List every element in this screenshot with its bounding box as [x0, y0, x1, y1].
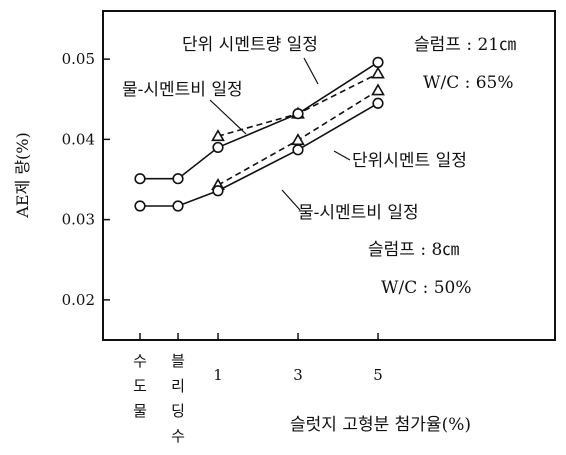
- y-tick-label: 0.03: [62, 211, 95, 229]
- data-point-circle: [172, 200, 184, 212]
- x-tick-label-char: 수: [133, 352, 147, 370]
- data-point-circle: [292, 108, 304, 120]
- x-tick-label: 3: [293, 366, 303, 384]
- data-point-circle: [212, 141, 224, 154]
- x-axis-label: 슬럿지 고형분 첨가율(%): [290, 415, 471, 435]
- annotation-wc-65: W/C : 65%: [423, 73, 514, 93]
- data-point-triangle: [371, 83, 385, 96]
- data-point-circle: [212, 185, 224, 197]
- x-tick-label-char: 블: [171, 352, 185, 370]
- data-point-triangle: [211, 129, 225, 142]
- data-point-triangle: [371, 66, 385, 79]
- y-ticks: 0.02 0.03 0.04 0.05: [62, 50, 110, 309]
- annotation-unit-cement-const-lower: 단위시멘트 일정: [352, 151, 467, 171]
- y-tick-label: 0.05: [62, 50, 95, 68]
- x-tick-label-char: 물: [133, 402, 147, 420]
- data-point-circle: [292, 144, 304, 156]
- leader-lines: [209, 57, 351, 211]
- x-tick-label: 5: [373, 366, 383, 384]
- x-tick-label-char: 수: [171, 427, 185, 445]
- x-tick-label-char: 리: [171, 377, 185, 395]
- annotation-slump-21: 슬럼프 : 21㎝: [414, 35, 516, 55]
- y-tick-label: 0.02: [62, 291, 95, 309]
- annotation-wc-const-upper: 물-시멘트비 일정: [122, 80, 243, 100]
- annotation-wc-const-lower: 물-시멘트비 일정: [298, 203, 419, 223]
- data-point-circle: [172, 173, 184, 185]
- series-layer: [134, 56, 385, 212]
- annotation-unit-cement-const-upper: 단위 시멘트량 일정: [182, 35, 318, 55]
- y-axis-label: AE제 량(%): [13, 132, 32, 218]
- data-point-triangle: [291, 133, 305, 146]
- data-point-circle: [134, 173, 146, 185]
- plot-frame: [102, 10, 556, 341]
- leader-line-unit-cement-lower: [333, 150, 351, 161]
- series-line: [140, 102, 379, 207]
- x-tick-label-char: 딩: [171, 402, 185, 420]
- x-tick-label: 1: [213, 366, 223, 384]
- annotation-wc-50: W/C : 50%: [381, 278, 472, 298]
- leader-line-wc-upper: [209, 99, 247, 135]
- y-tick-label: 0.04: [62, 130, 95, 148]
- data-point-circle: [372, 56, 384, 68]
- data-point-circle: [134, 200, 146, 212]
- x-tick-label-char: 도: [133, 377, 147, 395]
- data-point-circle: [372, 97, 384, 109]
- annotation-slump-8: 슬럼프 : 8㎝: [368, 240, 459, 260]
- leader-line-wc-lower: [281, 189, 301, 211]
- leader-line-unit-cement-upper: [303, 57, 319, 85]
